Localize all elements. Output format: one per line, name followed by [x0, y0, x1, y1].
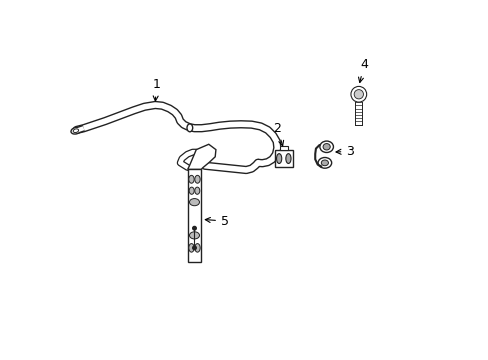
Text: 3: 3: [335, 145, 353, 158]
Ellipse shape: [317, 157, 331, 168]
Ellipse shape: [189, 187, 194, 194]
Circle shape: [192, 246, 196, 249]
Ellipse shape: [189, 199, 199, 206]
Ellipse shape: [319, 141, 333, 153]
Ellipse shape: [276, 154, 281, 163]
Polygon shape: [187, 144, 216, 169]
Circle shape: [192, 226, 196, 230]
Ellipse shape: [188, 244, 194, 252]
Ellipse shape: [285, 154, 290, 163]
Ellipse shape: [321, 160, 328, 166]
Ellipse shape: [194, 175, 200, 183]
Ellipse shape: [189, 232, 199, 239]
Text: 5: 5: [205, 215, 228, 228]
Bar: [280, 146, 287, 150]
Ellipse shape: [188, 175, 194, 183]
Text: 2: 2: [273, 122, 283, 146]
Circle shape: [353, 90, 363, 99]
Ellipse shape: [186, 124, 192, 132]
Ellipse shape: [194, 187, 200, 194]
Text: 1: 1: [152, 78, 160, 101]
Ellipse shape: [71, 127, 81, 134]
Bar: [274, 150, 292, 167]
Circle shape: [350, 86, 366, 102]
Bar: [187, 169, 201, 262]
Ellipse shape: [194, 244, 200, 252]
Text: 4: 4: [358, 58, 367, 82]
Ellipse shape: [73, 129, 79, 132]
Ellipse shape: [323, 144, 329, 150]
